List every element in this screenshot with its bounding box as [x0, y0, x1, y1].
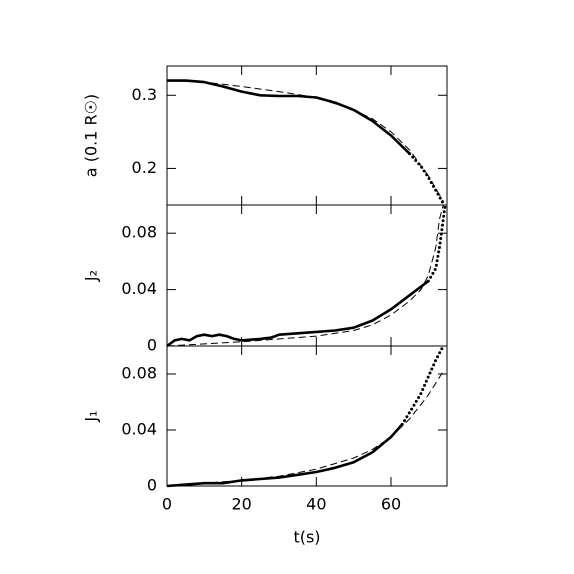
line-dotted [426, 203, 447, 283]
y-tick-label: 0.04 [121, 279, 157, 298]
x-tick-label: 0 [162, 495, 172, 514]
line-solid [167, 79, 411, 155]
y-tick-label: 0.3 [132, 85, 157, 104]
x-tick-label: 20 [231, 495, 251, 514]
line-solid [166, 423, 404, 488]
line-dotted [408, 152, 445, 205]
y-axis-label: J₁ [82, 410, 101, 422]
plot-frame [166, 345, 448, 487]
x-axis-label: t(s) [293, 528, 320, 547]
line-dashed [166, 80, 444, 202]
line-dashed [166, 370, 444, 487]
line-dotted [400, 344, 445, 426]
y-tick-label: 0.04 [121, 420, 157, 439]
line-solid [166, 280, 430, 348]
plot-frame [166, 65, 448, 206]
y-tick-label: 0.08 [121, 223, 157, 242]
x-tick-label: 60 [381, 495, 401, 514]
line-dashed [166, 204, 444, 347]
y-tick-label: 0.08 [121, 364, 157, 383]
y-tick-label: 0.2 [132, 158, 157, 177]
y-tick-label: 0 [147, 476, 157, 495]
y-axis-label: a (0.1 R☉) [82, 94, 101, 177]
x-tick-label: 40 [306, 495, 326, 514]
y-axis-label: J₂ [82, 270, 101, 282]
y-tick-label: 0 [147, 336, 157, 355]
plot-frame [166, 204, 448, 347]
